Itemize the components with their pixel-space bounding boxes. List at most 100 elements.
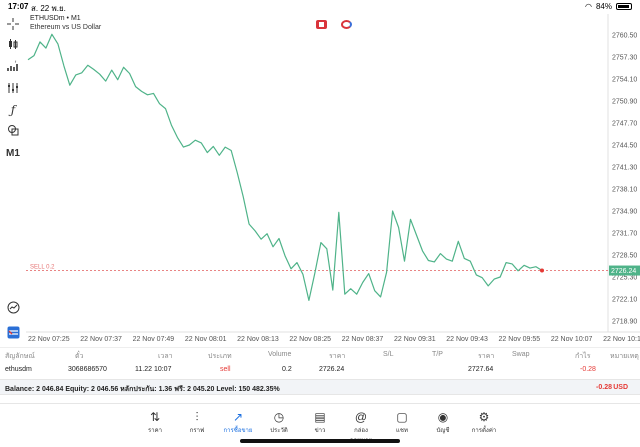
nav-label: ข่าว: [314, 428, 326, 434]
nav-label: ประวัติ: [270, 428, 288, 434]
trade-clock-icon[interactable]: [5, 299, 21, 315]
nav-label: ราคา: [148, 428, 162, 434]
bottom-nav: ⇅ ราคา ⫶ กราฟ ↗ การซื้อขาย ◷ ประวัติ ▤ ข่าว @ กล่อง…: [0, 403, 640, 447]
column-header[interactable]: เวลา: [158, 353, 173, 360]
y-tick-label: 2757.30: [612, 55, 637, 62]
timeframe-button[interactable]: M1: [6, 147, 20, 159]
position-type: sell: [220, 366, 231, 373]
status-right: ◠ 84%: [585, 2, 632, 11]
nav-label: การตั้งค่า: [471, 428, 497, 434]
nav-item-chat[interactable]: ▢ แชท: [384, 409, 420, 435]
indicator-icon[interactable]: f: [5, 58, 21, 74]
battery-percent: 84%: [595, 2, 612, 11]
mailbox-icon: @: [354, 410, 368, 424]
x-tick-label: 22 Nov 09:31: [394, 336, 436, 343]
x-tick-label: 22 Nov 09:43: [446, 336, 488, 343]
shapes-icon[interactable]: [5, 122, 21, 138]
wifi-icon: ◠: [585, 2, 592, 11]
position-profit: -0.28: [580, 366, 596, 373]
y-tick-label: 2754.10: [612, 77, 637, 84]
positions-header: สัญลักษณ์ ตั๋ว เวลา ประเภท Volume ราคา S/L T/P ร…: [0, 347, 640, 361]
y-tick-label: 2760.50: [612, 33, 637, 40]
column-header[interactable]: หมายเหตุ: [610, 353, 639, 360]
nav-item-news[interactable]: ▤ ข่าว: [302, 409, 338, 435]
x-tick-label: 22 Nov 08:25: [289, 336, 331, 343]
column-header[interactable]: ตั๋ว: [75, 353, 84, 360]
current-price-label: 2726.24: [611, 268, 636, 275]
trade-icon: ↗: [232, 410, 244, 424]
y-tick-label: 2750.90: [612, 99, 637, 106]
y-tick-label: 2741.30: [612, 165, 637, 172]
y-tick-label: 2722.10: [612, 297, 637, 304]
y-tick-label: 2734.90: [612, 209, 637, 216]
y-tick-label: 2738.10: [612, 187, 637, 194]
y-tick-label: 2744.50: [612, 143, 637, 150]
status-date: ส. 22 พ.ย.: [31, 4, 66, 13]
function-icon[interactable]: ƒ: [10, 103, 16, 117]
y-tick-label: 2731.70: [612, 231, 637, 238]
column-header[interactable]: T/P: [432, 351, 443, 358]
chat-icon: ▢: [396, 410, 408, 424]
x-tick-label: 22 Nov 10:19: [603, 336, 640, 343]
x-tick-label: 22 Nov 07:49: [133, 336, 175, 343]
column-header[interactable]: กำไร: [575, 353, 591, 360]
chart-symbol: ETHUSDm • M1: [30, 15, 81, 22]
chart-symbol-description: Ethereum vs US Dollar: [30, 24, 102, 31]
column-header[interactable]: ราคา: [478, 353, 495, 360]
chart-icon: ⫶: [195, 410, 199, 424]
x-tick-label: 22 Nov 07:25: [28, 336, 70, 343]
x-tick-label: 22 Nov 09:55: [499, 336, 541, 343]
last-price-dot: [540, 268, 544, 273]
x-tick-label: 22 Nov 10:07: [551, 336, 593, 343]
battery-fill: [618, 5, 629, 8]
crosshair-icon[interactable]: [5, 16, 21, 32]
one-click-trading[interactable]: [316, 20, 352, 29]
position-open-price: 2726.24: [319, 366, 345, 373]
table-row[interactable]: ethusdm 3068686570 11.22 10:07 sell 0.2 …: [0, 363, 640, 377]
settings-icon: ⚙: [478, 410, 490, 424]
price-chart[interactable]: 2760.50 2757.30 2754.10 2750.90 2747.70 2744.…: [26, 14, 640, 344]
status-time: 17:07: [8, 2, 29, 11]
candles-icon[interactable]: [5, 36, 21, 52]
nav-label: บัญชี: [436, 428, 450, 434]
column-header[interactable]: ประเภท: [208, 353, 232, 360]
column-header[interactable]: S/L: [383, 351, 394, 358]
currency: USD: [613, 384, 628, 391]
account-icon: ◉: [437, 410, 449, 424]
current-price-tag: [609, 265, 640, 276]
nav-item-trade[interactable]: ↗ การซื้อขาย: [220, 409, 256, 435]
nav-label: แชท: [396, 428, 408, 434]
price-line: [27, 33, 543, 301]
nav-item-chart[interactable]: ⫶ กราฟ: [179, 409, 215, 435]
nav-item-settings[interactable]: ⚙ การตั้งค่า: [466, 409, 502, 435]
chart-area[interactable]: ETHUSDm • M1 Ethereum vs US Dollar 2760.…: [26, 14, 640, 344]
nav-item-account[interactable]: ◉ บัญชี: [425, 409, 461, 435]
column-header[interactable]: Volume: [268, 351, 292, 358]
x-tick-label: 22 Nov 08:01: [185, 336, 227, 343]
position-time: 11.22 10:07: [135, 366, 172, 373]
nav-item-history[interactable]: ◷ ประวัติ: [261, 409, 297, 435]
chart-toolbar: f ƒ M1: [0, 14, 26, 344]
x-tick-label: 22 Nov 08:37: [342, 336, 384, 343]
column-header[interactable]: ราคา: [329, 353, 346, 360]
x-tick-label: 22 Nov 08:13: [237, 336, 279, 343]
battery-icon: [616, 3, 632, 10]
nav-item-quotes[interactable]: ⇅ ราคา: [137, 409, 173, 435]
news-icon: ▤: [314, 410, 326, 424]
objects-icon[interactable]: [5, 80, 21, 96]
nav-label: การซื้อขาย: [223, 428, 253, 434]
sell-flag-icon[interactable]: [316, 20, 327, 29]
x-tick-label: 22 Nov 07:37: [80, 336, 122, 343]
app-logo-icon[interactable]: [5, 324, 21, 340]
balance-text: Balance: 2 046.84 Equity: 2 046.56 หลักป…: [5, 386, 280, 393]
total-profit: -0.28: [596, 384, 612, 391]
home-indicator: [240, 439, 400, 443]
position-current-price: 2727.64: [468, 366, 494, 373]
buy-flag-icon[interactable]: [341, 20, 352, 29]
position-ticket: 3068686570: [68, 366, 107, 373]
column-header[interactable]: Swap: [512, 351, 530, 358]
y-tick-label: 2747.70: [612, 121, 637, 128]
y-tick-label: 2728.50: [612, 253, 637, 260]
column-header[interactable]: สัญลักษณ์: [5, 353, 35, 360]
svg-text:f: f: [15, 60, 17, 64]
